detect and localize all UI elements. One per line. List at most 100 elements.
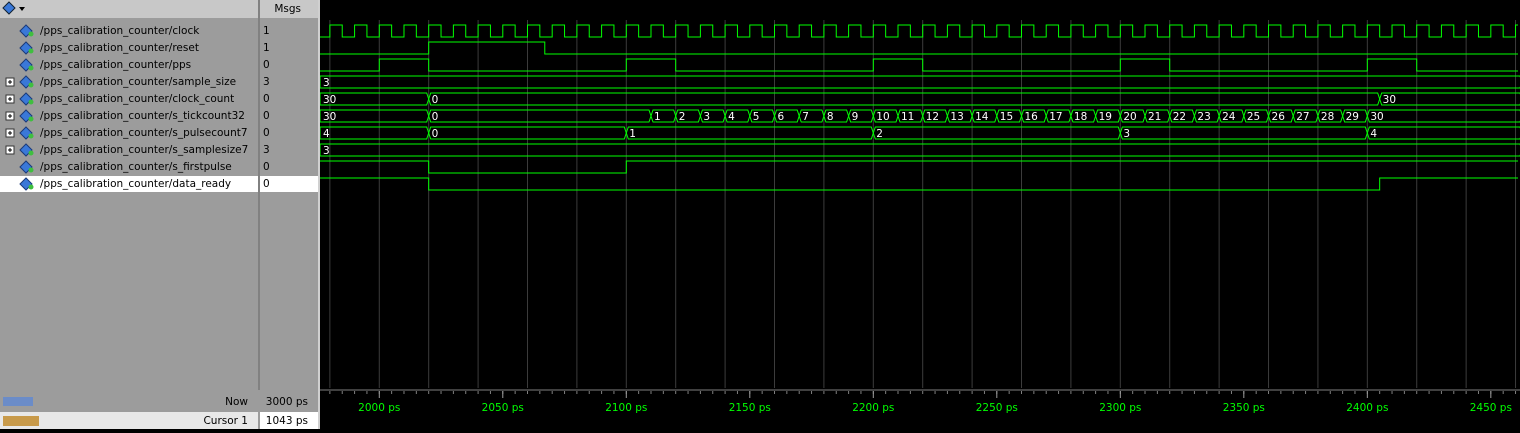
signal-msg: 1 — [263, 25, 270, 37]
bus-segment — [320, 143, 1520, 157]
time-label: 2050 ps — [482, 402, 524, 414]
bus-label: 19 — [1099, 111, 1112, 123]
bus-label: 30 — [1370, 111, 1383, 123]
signal-icon-dot — [28, 31, 34, 37]
bus-label: 0 — [432, 128, 439, 140]
bus-segment — [872, 126, 1121, 140]
bus-segment — [428, 92, 1381, 106]
bus-segment — [428, 109, 652, 123]
time-label: 2150 ps — [729, 402, 771, 414]
expand-plus — [8, 114, 12, 118]
cursor-icons[interactable] — [3, 416, 39, 426]
expand-plus — [8, 131, 12, 135]
clock-wave — [320, 24, 1518, 38]
signal-msg: 0 — [263, 161, 270, 173]
signal-name: /pps_calibration_counter/pps — [40, 59, 191, 71]
bus-label: 3 — [323, 145, 330, 157]
expand-plus — [8, 97, 12, 101]
bus-label: 11 — [901, 111, 914, 123]
bus-label: 18 — [1074, 111, 1087, 123]
signal-icon-dot — [28, 82, 34, 88]
signal-name: /pps_calibration_counter/s_pulsecount7 — [40, 127, 248, 139]
bus-label: 7 — [802, 111, 809, 123]
bus-label: 3 — [323, 77, 330, 89]
signal-name: /pps_calibration_counter/reset — [40, 42, 199, 54]
bus-label: 27 — [1296, 111, 1309, 123]
signal-msg: 1 — [263, 42, 270, 54]
status-icons[interactable] — [3, 397, 33, 406]
bus-label: 25 — [1247, 111, 1260, 123]
bus-label: 12 — [926, 111, 939, 123]
splitter — [318, 0, 320, 429]
bit-wave — [320, 41, 1518, 55]
bus-label: 8 — [827, 111, 834, 123]
bus-label: 10 — [876, 111, 889, 123]
msgs-header: Msgs — [274, 3, 301, 15]
signal-name: /pps_calibration_counter/data_ready — [40, 178, 231, 190]
expand-plus — [8, 148, 12, 152]
signal-msg: 0 — [263, 178, 270, 190]
bus-segment — [1119, 126, 1368, 140]
bus-label: 0 — [432, 111, 439, 123]
bus-segment — [1366, 109, 1520, 123]
toolbar — [0, 0, 258, 18]
time-label: 2450 ps — [1470, 402, 1512, 414]
signal-msg: 0 — [263, 93, 270, 105]
bus-label: 15 — [1000, 111, 1013, 123]
bus-label: 2 — [876, 128, 883, 140]
bus-label: 4 — [728, 111, 735, 123]
bus-label: 13 — [950, 111, 963, 123]
now-value: 3000 ps — [266, 396, 308, 408]
bus-label: 30 — [1383, 94, 1396, 106]
bus-label: 30 — [323, 94, 336, 106]
bus-label: 9 — [852, 111, 859, 123]
signal-icon-dot — [28, 150, 34, 156]
expand-plus — [8, 80, 12, 84]
bus-label: 28 — [1321, 111, 1334, 123]
bus-label: 4 — [1370, 128, 1377, 140]
bus-segment — [320, 75, 1520, 89]
msgs-header-bg — [260, 0, 318, 18]
signal-msg: 0 — [263, 127, 270, 139]
bus-label: 4 — [323, 128, 330, 140]
time-label: 2250 ps — [976, 402, 1018, 414]
signal-icon-dot — [28, 65, 34, 71]
bus-segment — [1366, 126, 1520, 140]
signal-panel — [0, 0, 318, 429]
toolbar-icon[interactable] — [2, 1, 16, 15]
cursor-label: Cursor 1 — [203, 415, 248, 427]
bus-label: 5 — [753, 111, 760, 123]
bus-label: 1 — [654, 111, 661, 123]
cursor-row-bg — [0, 412, 258, 429]
signal-name: /pps_calibration_counter/clock — [40, 25, 200, 37]
bit-wave — [320, 58, 1518, 72]
bus-label: 21 — [1148, 111, 1161, 123]
bus-label: 22 — [1173, 111, 1186, 123]
signal-msg: 3 — [263, 144, 270, 156]
time-label: 2400 ps — [1346, 402, 1388, 414]
signal-msg: 0 — [263, 110, 270, 122]
time-label: 2350 ps — [1223, 402, 1265, 414]
toolbar-dropdown[interactable] — [19, 7, 25, 11]
bus-segment — [625, 126, 874, 140]
bit-wave — [320, 177, 1518, 191]
bus-label: 29 — [1346, 111, 1359, 123]
signal-icon-dot — [28, 184, 34, 190]
selected-msg — [260, 176, 318, 192]
signal-icon-dot — [28, 48, 34, 54]
bus-label: 24 — [1222, 111, 1236, 123]
bus-label: 2 — [679, 111, 686, 123]
now-label: Now — [225, 396, 248, 408]
signal-icon-dot — [28, 167, 34, 173]
bus-segment — [320, 126, 430, 140]
bus-label: 0 — [432, 94, 439, 106]
bus-label: 26 — [1272, 111, 1286, 123]
bus-label: 17 — [1049, 111, 1062, 123]
bus-label: 3 — [1123, 128, 1130, 140]
time-label: 2100 ps — [605, 402, 647, 414]
bus-label: 1 — [629, 128, 636, 140]
selected-row — [0, 176, 258, 192]
signal-name: /pps_calibration_counter/s_firstpulse — [40, 161, 232, 173]
bus-label: 20 — [1123, 111, 1136, 123]
